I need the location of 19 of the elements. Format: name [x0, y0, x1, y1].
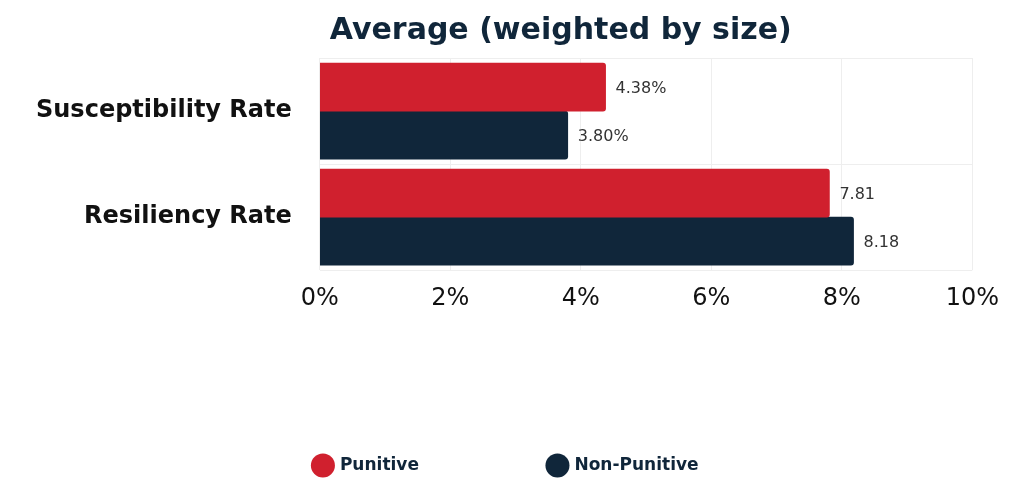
data-label: 7.81	[839, 184, 876, 204]
x-tick-label: 10%	[945, 282, 999, 311]
y-tick-label: Resiliency Rate	[84, 201, 292, 230]
chart-title: Average (weighted by size)	[329, 10, 792, 46]
data-label: 8.18	[863, 232, 900, 252]
x-tick-label: 8%	[822, 282, 861, 311]
x-tick-label: 2%	[431, 282, 470, 311]
bar	[319, 168, 830, 218]
data-label: 3.80%	[577, 126, 629, 146]
y-tick-label: Susceptibility Rate	[36, 95, 292, 124]
legend-label: Punitive	[339, 453, 419, 474]
bar	[319, 216, 854, 266]
x-tick-label: 4%	[561, 282, 600, 311]
x-tick-label: 0%	[300, 282, 339, 311]
data-label: 4.38%	[615, 78, 667, 98]
x-tick-label: 6%	[692, 282, 731, 311]
bar	[319, 110, 569, 160]
legend-label: Non-Punitive	[574, 453, 699, 474]
bar	[319, 62, 606, 112]
